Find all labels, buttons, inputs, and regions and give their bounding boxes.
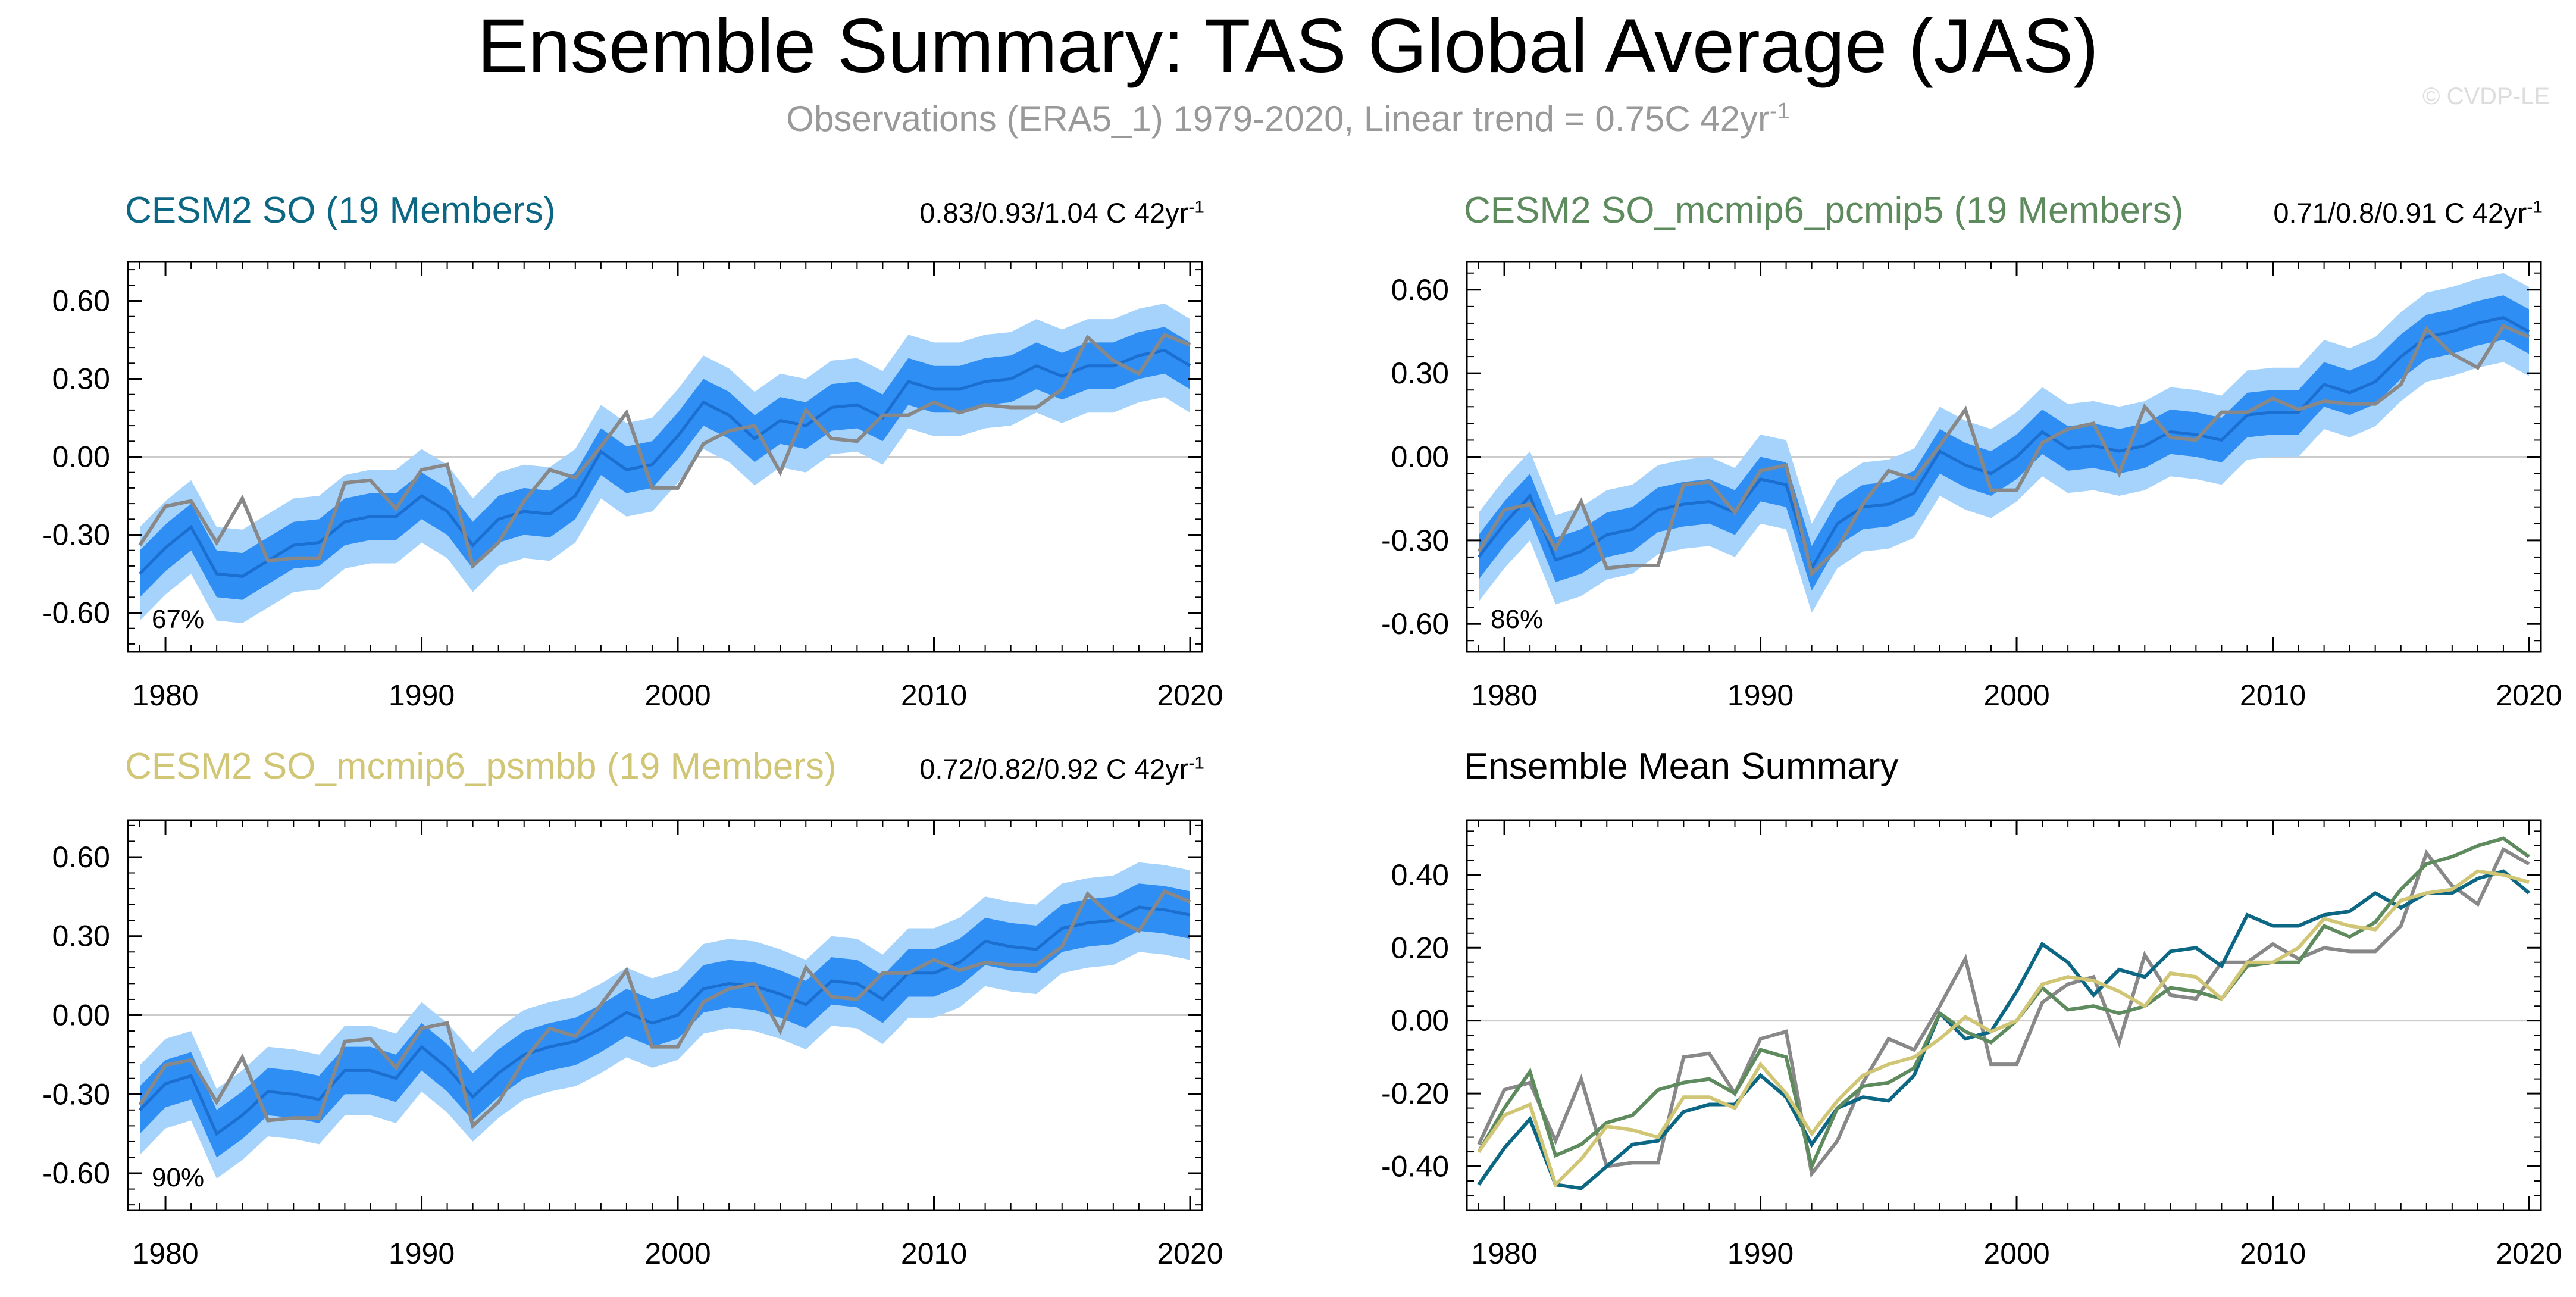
y-tick-label: -0.40 bbox=[1381, 1150, 1449, 1183]
x-tick-label: 2000 bbox=[1983, 679, 2049, 712]
observation-line bbox=[1477, 323, 2530, 577]
x-tick-label: 2020 bbox=[2496, 1237, 2562, 1270]
y-tick-label: -0.30 bbox=[1381, 524, 1449, 557]
y-tick-label: 0.60 bbox=[52, 285, 110, 318]
y-tick-label: 0.40 bbox=[1391, 858, 1449, 892]
x-tick-label: 1990 bbox=[1727, 679, 1794, 712]
y-tick-label: 0.60 bbox=[52, 840, 110, 874]
y-tick-label: -0.60 bbox=[42, 596, 110, 630]
panel-title-psmbb: CESM2 SO_mcmip6_psmbb (19 Members) bbox=[125, 746, 837, 787]
x-tick-label: 1990 bbox=[389, 679, 455, 712]
x-tick-label: 2010 bbox=[901, 1237, 967, 1270]
series-line-cesm2-so-mcmip6-psmbb bbox=[1477, 869, 2530, 1188]
y-tick-label: 0.00 bbox=[52, 440, 110, 474]
ensemble-mean-line bbox=[1478, 315, 2530, 572]
y-tick-label: -0.20 bbox=[1381, 1077, 1449, 1110]
y-tick-label: 0.20 bbox=[1391, 931, 1449, 964]
x-tick-label: 1980 bbox=[1471, 679, 1537, 712]
subtitle-exponent: -1 bbox=[1769, 99, 1790, 124]
x-tick-label: 2010 bbox=[901, 679, 967, 712]
panel-title-so: CESM2 SO (19 Members) bbox=[125, 190, 556, 231]
series-line-cesm2-so bbox=[1477, 869, 2530, 1190]
series-line-cesm2-so-mcmip6-pcmip5 bbox=[1477, 836, 2530, 1172]
trend-text: 0.71/0.8/0.91 C 42yr bbox=[2273, 197, 2527, 229]
trend-text: 0.83/0.93/1.04 C 42yr bbox=[919, 197, 1189, 229]
ensemble-interquartile-band bbox=[1479, 295, 2529, 591]
x-tick-label: 2010 bbox=[2240, 1237, 2306, 1270]
y-tick-label: 0.30 bbox=[52, 362, 110, 396]
chart-panel-1: 67% 0.60 0.30 0.00 -0.30 -0.60 1980 1990 2000 201… bbox=[42, 261, 1223, 712]
x-tick-label: 2000 bbox=[1983, 1237, 2049, 1270]
x-tick-label: 2000 bbox=[644, 1237, 710, 1270]
trend-label-psmbb: 0.72/0.82/0.92 C 42yr-1 bbox=[919, 752, 1204, 785]
chart-panel-4: 0.40 0.20 0.00 -0.20 -0.40 1980 1990 2000 2010 20… bbox=[1381, 819, 2562, 1270]
x-tick-label: 2020 bbox=[1157, 679, 1223, 712]
y-tick-label: -0.30 bbox=[42, 1077, 110, 1111]
observation-line bbox=[138, 889, 1191, 1130]
y-tick-label: 0.30 bbox=[52, 920, 110, 953]
series-line-obs bbox=[1477, 846, 2530, 1178]
observation-line bbox=[138, 332, 1191, 570]
y-tick-label: 0.00 bbox=[1391, 440, 1449, 474]
x-tick-label: 1980 bbox=[132, 1237, 198, 1270]
ensemble-mean-line bbox=[139, 905, 1191, 1136]
chart-panel-2: 86% 0.60 0.30 0.00 -0.30 -0.60 1980 1990 2000 201… bbox=[1381, 261, 2562, 712]
trend-exponent: -1 bbox=[2527, 197, 2543, 217]
y-tick-label: -0.60 bbox=[42, 1157, 110, 1190]
chart-panel-3: 90% 0.60 0.30 0.00 -0.30 -0.60 1980 1990 2000 201… bbox=[42, 819, 1223, 1270]
y-tick-label: -0.60 bbox=[1381, 607, 1449, 640]
panel-title-pcmip5: CESM2 SO_mcmip6_pcmip5 (19 Members) bbox=[1464, 190, 2184, 231]
y-tick-label: 0.00 bbox=[52, 999, 110, 1032]
watermark-text: © CVDP-LE bbox=[2422, 83, 2550, 110]
percent-label: 90% bbox=[152, 1163, 204, 1192]
plot-frame bbox=[1466, 819, 2542, 1211]
ensemble-mean-line bbox=[139, 348, 1191, 578]
x-tick-label: 1980 bbox=[132, 679, 198, 712]
trend-exponent: -1 bbox=[1188, 753, 1204, 773]
percent-label: 86% bbox=[1491, 605, 1543, 634]
trend-text: 0.72/0.82/0.92 C 42yr bbox=[919, 753, 1189, 785]
figure-subtitle: Observations (ERA5_1) 1979-2020, Linear … bbox=[0, 98, 2576, 139]
x-tick-label: 1980 bbox=[1471, 1237, 1537, 1270]
y-tick-label: -0.30 bbox=[42, 518, 110, 552]
figure-title: Ensemble Summary: TAS Global Average (JA… bbox=[477, 4, 2099, 89]
trend-exponent: -1 bbox=[1188, 197, 1204, 217]
x-tick-label: 1990 bbox=[389, 1237, 455, 1270]
ensemble-interquartile-band bbox=[140, 327, 1190, 600]
x-tick-label: 1990 bbox=[1727, 1237, 1794, 1270]
percent-label: 67% bbox=[152, 605, 204, 634]
x-tick-label: 2000 bbox=[644, 679, 710, 712]
x-tick-label: 2010 bbox=[2240, 679, 2306, 712]
x-tick-label: 2020 bbox=[2496, 679, 2562, 712]
subtitle-text: Observations (ERA5_1) 1979-2020, Linear … bbox=[786, 99, 1770, 139]
y-tick-label: 0.00 bbox=[1391, 1004, 1449, 1037]
panel-title-ensemble-mean: Ensemble Mean Summary bbox=[1464, 746, 1899, 787]
x-tick-label: 2020 bbox=[1157, 1237, 1223, 1270]
trend-label-pcmip5: 0.71/0.8/0.91 C 42yr-1 bbox=[2273, 196, 2543, 229]
y-tick-label: 0.60 bbox=[1391, 273, 1449, 307]
y-tick-label: 0.30 bbox=[1391, 357, 1449, 390]
trend-label-so: 0.83/0.93/1.04 C 42yr-1 bbox=[919, 196, 1204, 229]
